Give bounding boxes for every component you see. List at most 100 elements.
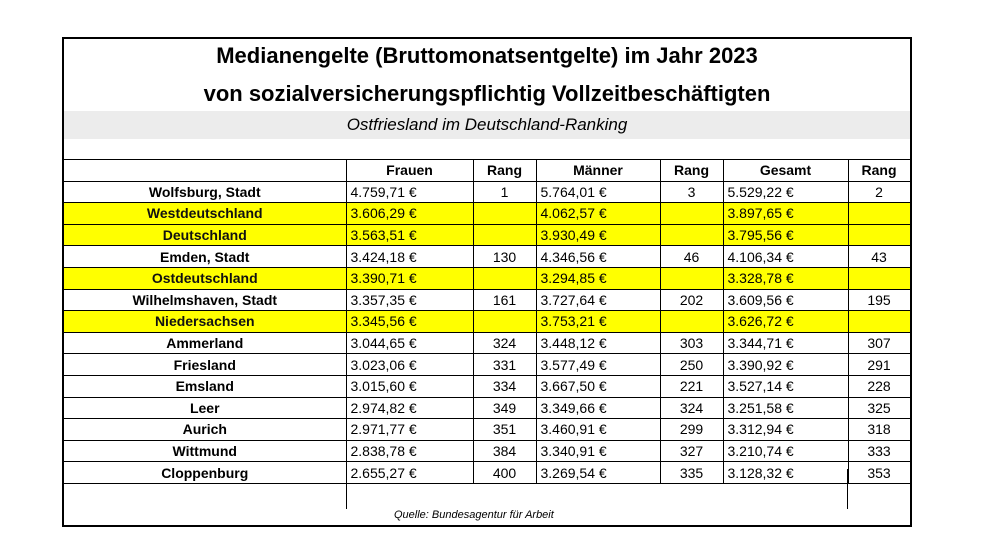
cell-frauen: 4.759,71 € bbox=[345, 180, 473, 204]
cell-gesamt: 3.344,71 € bbox=[723, 331, 848, 355]
cell-rang-frauen: 349 bbox=[472, 396, 537, 420]
title-line-2: von sozialversicherungspflichtig Vollzei… bbox=[203, 81, 771, 106]
cell-rang-maenner: 324 bbox=[659, 396, 724, 420]
cell-rang-gesamt: 291 bbox=[847, 353, 911, 376]
cell-rang-gesamt: 2 bbox=[847, 180, 911, 204]
cell-rang-gesamt: 325 bbox=[847, 396, 911, 420]
cell-frauen: 2.655,27 € bbox=[345, 461, 473, 484]
cell-rang-gesamt bbox=[847, 202, 911, 225]
cell-maenner: 5.764,01 € bbox=[536, 180, 660, 204]
header-rang-gesamt: Rang bbox=[847, 159, 911, 182]
cell-rang-gesamt: 353 bbox=[847, 461, 911, 484]
cell-rang-maenner bbox=[659, 310, 724, 333]
header-rang-maenner: Rang bbox=[659, 159, 724, 182]
cell-maenner: 3.727,64 € bbox=[536, 288, 660, 312]
row-name: Ammerland bbox=[64, 331, 346, 355]
cell-frauen: 3.390,71 € bbox=[345, 266, 473, 290]
subtitle: Ostfriesland im Deutschland-Ranking bbox=[64, 111, 910, 139]
cell-maenner: 3.460,91 € bbox=[536, 418, 660, 441]
cell-maenner: 3.667,50 € bbox=[536, 374, 660, 398]
cell-frauen: 2.971,77 € bbox=[345, 418, 473, 441]
cell-rang-frauen bbox=[472, 310, 537, 333]
cell-rang-frauen bbox=[472, 266, 537, 290]
cell-gesamt: 3.328,78 € bbox=[723, 266, 848, 290]
cell-rang-frauen: 334 bbox=[472, 374, 537, 398]
column-divider-right bbox=[847, 469, 848, 509]
cell-rang-gesamt bbox=[847, 266, 911, 290]
cell-maenner: 4.062,57 € bbox=[536, 202, 660, 225]
cell-rang-maenner: 250 bbox=[659, 353, 724, 376]
cell-frauen: 3.424,18 € bbox=[345, 245, 473, 268]
row-name: Emsland bbox=[64, 374, 346, 398]
cell-gesamt: 3.609,56 € bbox=[723, 288, 848, 312]
table-row: Wilhelmshaven, Stadt 3.357,35 €161 3.727,6… bbox=[64, 288, 911, 312]
row-name: Wittmund bbox=[64, 439, 346, 463]
table-row: Deutschland 3.563,51 € 3.930,49 € 3.795,56 … bbox=[64, 223, 911, 247]
cell-maenner: 3.930,49 € bbox=[536, 223, 660, 247]
cell-maenner: 4.346,56 € bbox=[536, 245, 660, 268]
cell-rang-maenner: 327 bbox=[659, 439, 724, 463]
cell-rang-maenner bbox=[659, 202, 724, 225]
cell-rang-gesamt: 307 bbox=[847, 331, 911, 355]
cell-rang-maenner: 303 bbox=[659, 331, 724, 355]
table-body: Frauen Rang Männer Rang Gesamt Rang Wolf… bbox=[64, 159, 911, 484]
cell-frauen: 3.023,06 € bbox=[345, 353, 473, 376]
cell-gesamt: 5.529,22 € bbox=[723, 180, 848, 204]
cell-rang-maenner bbox=[659, 266, 724, 290]
title-line-1: Medianengelte (Bruttomonatsentgelte) im … bbox=[216, 43, 758, 68]
cell-gesamt: 3.210,74 € bbox=[723, 439, 848, 463]
row-name: Emden, Stadt bbox=[64, 245, 346, 268]
cell-frauen: 3.606,29 € bbox=[345, 202, 473, 225]
cell-gesamt: 3.897,65 € bbox=[723, 202, 848, 225]
cell-rang-gesamt bbox=[847, 310, 911, 333]
cell-rang-gesamt: 333 bbox=[847, 439, 911, 463]
cell-rang-maenner: 299 bbox=[659, 418, 724, 441]
row-name: Westdeutschland bbox=[64, 202, 346, 225]
cell-rang-frauen: 331 bbox=[472, 353, 537, 376]
header-rang-frauen: Rang bbox=[472, 159, 537, 182]
table-row: Leer 2.974,82 €349 3.349,66 €324 3.251,58 €… bbox=[64, 396, 911, 420]
cell-gesamt: 3.795,56 € bbox=[723, 223, 848, 247]
cell-rang-frauen: 384 bbox=[472, 439, 537, 463]
cell-maenner: 3.349,66 € bbox=[536, 396, 660, 420]
cell-gesamt: 3.390,92 € bbox=[723, 353, 848, 376]
source-note: Quelle: Bundesagentur für Arbeit bbox=[394, 509, 554, 521]
cell-frauen: 3.015,60 € bbox=[345, 374, 473, 398]
header-gesamt: Gesamt bbox=[723, 159, 848, 182]
table-row: Aurich 2.971,77 €351 3.460,91 €299 3.312,94… bbox=[64, 418, 911, 441]
table-row: Friesland 3.023,06 €331 3.577,49 €250 3.390… bbox=[64, 353, 911, 376]
cell-maenner: 3.577,49 € bbox=[536, 353, 660, 376]
cell-rang-frauen: 161 bbox=[472, 288, 537, 312]
row-name: Niedersachsen bbox=[64, 310, 346, 333]
cell-rang-frauen: 400 bbox=[472, 461, 537, 484]
cell-rang-maenner: 335 bbox=[659, 461, 724, 484]
cell-rang-frauen: 1 bbox=[472, 180, 537, 204]
table-row: Emden, Stadt 3.424,18 €130 4.346,56 €46 4.1… bbox=[64, 245, 911, 268]
cell-gesamt: 3.128,32 € bbox=[723, 461, 848, 484]
data-table: Frauen Rang Männer Rang Gesamt Rang Wolf… bbox=[64, 159, 911, 484]
row-name: Wolfsburg, Stadt bbox=[64, 180, 346, 204]
table-row: Emsland 3.015,60 €334 3.667,50 €221 3.527,1… bbox=[64, 374, 911, 398]
row-name: Friesland bbox=[64, 353, 346, 376]
cell-gesamt: 4.106,34 € bbox=[723, 245, 848, 268]
header-maenner: Männer bbox=[536, 159, 660, 182]
cell-frauen: 2.974,82 € bbox=[345, 396, 473, 420]
table-row: Wittmund 2.838,78 €384 3.340,91 €327 3.210,… bbox=[64, 439, 911, 463]
cell-gesamt: 3.626,72 € bbox=[723, 310, 848, 333]
cell-maenner: 3.448,12 € bbox=[536, 331, 660, 355]
header-frauen: Frauen bbox=[345, 159, 473, 182]
column-divider-left bbox=[346, 469, 347, 509]
cell-rang-gesamt bbox=[847, 223, 911, 247]
table-row: Niedersachsen 3.345,56 € 3.753,21 € 3.626,7… bbox=[64, 310, 911, 333]
cell-frauen: 3.044,65 € bbox=[345, 331, 473, 355]
header-row: Frauen Rang Männer Rang Gesamt Rang bbox=[64, 159, 911, 182]
cell-rang-gesamt: 195 bbox=[847, 288, 911, 312]
cell-gesamt: 3.312,94 € bbox=[723, 418, 848, 441]
cell-frauen: 3.345,56 € bbox=[345, 310, 473, 333]
header-cell bbox=[64, 159, 346, 182]
cell-rang-maenner bbox=[659, 223, 724, 247]
row-name: Aurich bbox=[64, 418, 346, 441]
cell-rang-frauen bbox=[472, 202, 537, 225]
cell-rang-gesamt: 318 bbox=[847, 418, 911, 441]
cell-rang-frauen bbox=[472, 223, 537, 247]
